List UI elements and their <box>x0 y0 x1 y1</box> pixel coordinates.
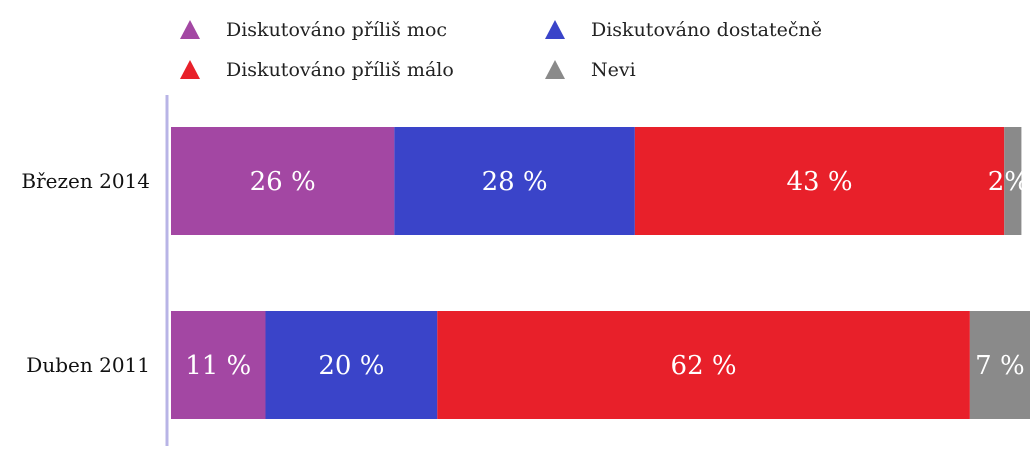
bar-segment-diskutovano-prilis-malo <box>437 311 970 419</box>
data-label: 28 % <box>482 167 548 197</box>
data-label: 43 % <box>787 167 853 197</box>
bar-segment-nevi <box>1004 127 1022 235</box>
legend-triangle-icon <box>545 60 565 79</box>
data-label: 11 % <box>185 351 251 381</box>
bar-segment-diskutovano-dostatecne <box>394 127 635 235</box>
bar-segment-nevi <box>969 311 1030 419</box>
legend-item-diskutovano-dostatecne: Diskutováno dostatečně <box>545 19 822 41</box>
legend-item-diskutovano-prilis-moc: Diskutováno příliš moc <box>180 19 447 41</box>
data-label: 7 % <box>975 351 1025 381</box>
data-label: 26 % <box>250 167 316 197</box>
data-label: 62 % <box>671 351 737 381</box>
bar-segment-diskutovano-prilis-malo <box>634 127 1005 235</box>
category-label: Duben 2011 <box>26 353 150 377</box>
legend-triangle-icon <box>180 60 200 79</box>
bar-area: 26 % 28 % 43 % 2% 11 % 20 % 62 % 7 % <box>171 127 1030 419</box>
data-label: 2% <box>988 167 1029 197</box>
bar-segment-diskutovano-dostatecne <box>265 311 438 419</box>
legend-item-diskutovano-prilis-malo: Diskutováno příliš málo <box>180 59 454 81</box>
legend-triangle-icon <box>180 20 200 39</box>
legend-item-nevi: Nevi <box>545 59 636 81</box>
legend-label: Nevi <box>591 59 636 81</box>
legend: Diskutováno příliš moc Diskutováno dostat… <box>180 19 822 81</box>
bar-segment-diskutovano-prilis-moc <box>171 311 266 419</box>
category-labels: Březen 2014 Duben 2011 <box>21 169 150 377</box>
legend-label: Diskutováno příliš moc <box>226 19 447 41</box>
legend-triangle-icon <box>545 20 565 39</box>
bar-segment-diskutovano-prilis-moc <box>171 127 395 235</box>
data-label: 20 % <box>318 351 384 381</box>
category-label: Březen 2014 <box>21 169 150 193</box>
legend-label: Diskutováno dostatečně <box>591 19 822 41</box>
legend-label: Diskutováno příliš málo <box>226 59 454 81</box>
